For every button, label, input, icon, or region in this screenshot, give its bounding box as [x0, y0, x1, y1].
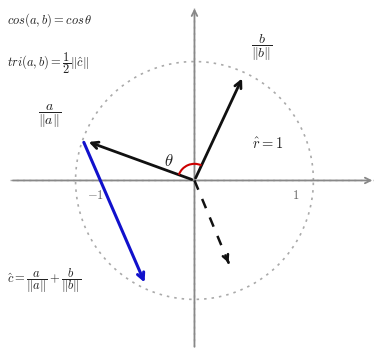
Text: $\dfrac{b}{\|b\|}$: $\dfrac{b}{\|b\|}$ — [251, 33, 273, 63]
Text: $-1$: $-1$ — [87, 189, 104, 202]
Text: $\theta$: $\theta$ — [164, 153, 173, 170]
Text: $cos(a,b) = cos\,\theta$: $cos(a,b) = cos\,\theta$ — [7, 12, 92, 29]
Text: $\hat{r} = 1$: $\hat{r} = 1$ — [252, 137, 283, 152]
Text: $1$: $1$ — [292, 189, 299, 202]
Text: $\dfrac{a}{\|a\|}$: $\dfrac{a}{\|a\|}$ — [38, 103, 61, 130]
Text: $\hat{c} = \dfrac{a}{\|a\|} + \dfrac{b}{\|b\|}$: $\hat{c} = \dfrac{a}{\|a\|} + \dfrac{b}{… — [7, 266, 81, 295]
Text: $tri(a,b) = \dfrac{1}{2}\|\hat{c}\|$: $tri(a,b) = \dfrac{1}{2}\|\hat{c}\|$ — [7, 50, 88, 76]
